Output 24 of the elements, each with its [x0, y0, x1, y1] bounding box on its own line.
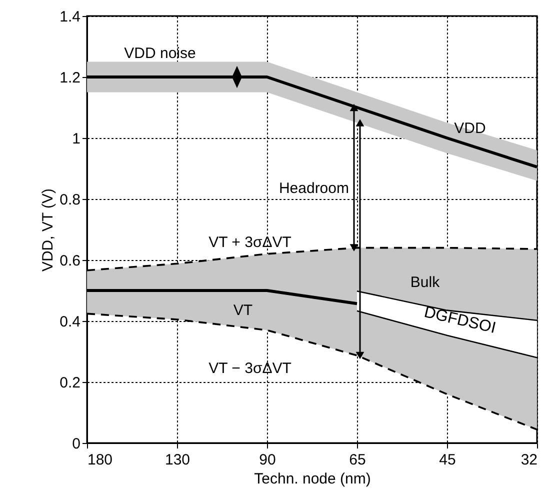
y-tick-label: 1.2 — [60, 70, 80, 86]
x-tick-label: 90 — [259, 452, 276, 468]
x-axis-title: Techn. node (nm) — [254, 470, 371, 488]
y-tick-label: 0.8 — [60, 192, 80, 208]
annotation: Bulk — [410, 274, 440, 291]
x-tick-label: 180 — [88, 452, 113, 468]
annotation: VDD noise — [124, 45, 196, 62]
x-tick-label: 45 — [439, 452, 456, 468]
series-label: VT + 3σΔVT — [208, 234, 292, 251]
y-tick-label: 0.4 — [60, 314, 80, 330]
y-tick-label: 1 — [72, 130, 80, 148]
text: DGFDSOI — [422, 304, 498, 337]
annotation: Headroom — [278, 180, 349, 197]
x-tick-label: 32 — [520, 452, 538, 468]
x-tick-label: 130 — [164, 452, 190, 468]
series-label: VT — [233, 302, 253, 319]
y-tick-label: 0.2 — [60, 374, 80, 392]
y-tick-label: 0 — [72, 436, 80, 452]
series-label: VT − 3σΔVT — [208, 360, 292, 377]
y-tick-label: 1.4 — [60, 8, 80, 26]
y-tick-label: 0.6 — [60, 252, 80, 270]
x-tick-label: 65 — [349, 452, 366, 468]
series-label: VDD — [454, 120, 486, 137]
y-axis-title: VDD, VT (V) — [40, 188, 57, 272]
